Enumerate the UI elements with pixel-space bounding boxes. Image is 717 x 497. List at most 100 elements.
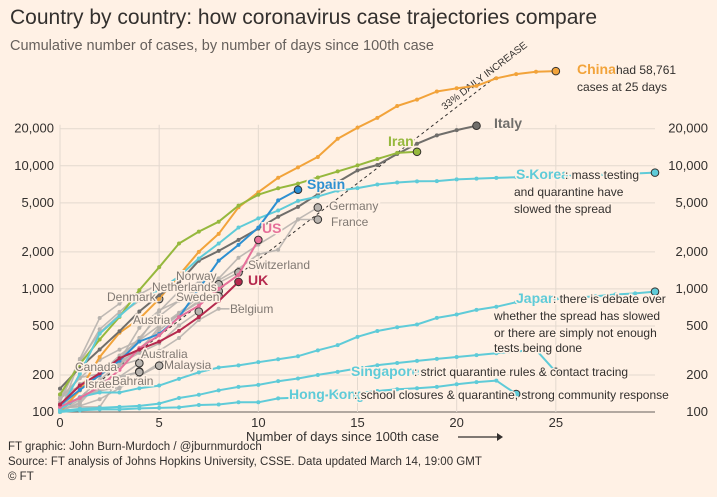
data-point-japan	[355, 334, 360, 339]
data-point-belgium	[216, 306, 221, 311]
data-point-hong-kong	[256, 400, 261, 405]
series-label-norway: Norway	[176, 269, 217, 283]
data-point-s-korea	[77, 371, 82, 376]
series-note-china: cases at 25 days	[577, 80, 667, 94]
data-point-s-korea	[534, 174, 538, 179]
series-note-japan: tests being done	[494, 341, 582, 355]
data-point-end-malaysia	[154, 361, 164, 370]
data-point-china	[355, 125, 360, 130]
series-note-hong-kong: : school closures & quarantine, strong c…	[354, 388, 669, 402]
data-point-japan	[494, 304, 499, 309]
data-point-france	[177, 289, 181, 294]
y-tick-label-left: 20,000	[14, 121, 54, 136]
x-tick-label: 5	[156, 415, 163, 430]
series-label-france: France	[331, 215, 369, 229]
data-point-unnamed	[117, 301, 122, 306]
data-point-singapore	[157, 401, 162, 406]
data-point-iran	[256, 192, 261, 197]
reference-line-label: 33% DAILY INCREASE	[440, 40, 530, 113]
data-point-hong-kong	[395, 387, 400, 392]
series-label-canada: Canada	[75, 360, 117, 374]
data-point-hong-kong	[216, 402, 221, 407]
data-point-end-germany	[313, 203, 323, 212]
data-point-japan	[117, 390, 122, 395]
data-point-singapore	[315, 372, 320, 377]
data-point-us	[216, 286, 221, 291]
data-point-hong-kong	[77, 408, 82, 413]
data-point-japan	[375, 328, 380, 333]
data-point-singapore	[355, 366, 360, 371]
data-point-china	[474, 83, 479, 88]
series-label-denmark: Denmark	[107, 290, 157, 304]
data-point-singapore	[375, 363, 380, 368]
data-point-italy	[97, 347, 102, 352]
chart-title: Country by country: how coronavirus case…	[10, 6, 598, 29]
data-point-end-singapore	[551, 367, 561, 377]
data-point-italy	[276, 214, 281, 219]
data-point-singapore	[177, 395, 181, 400]
data-point-uk	[77, 383, 82, 388]
data-point-unnamed	[117, 309, 122, 314]
data-point-end-france	[313, 215, 323, 224]
data-point-s-korea	[613, 172, 618, 177]
data-point-china	[97, 354, 102, 359]
data-point-end-china	[551, 66, 561, 76]
data-point-us	[236, 272, 241, 277]
data-point-italy	[335, 180, 340, 185]
data-point-austria	[117, 361, 122, 366]
data-point-japan	[534, 297, 538, 302]
data-point-unnamed	[97, 327, 102, 332]
data-point-china	[415, 97, 419, 102]
data-point-s-korea	[157, 288, 162, 293]
data-point-italy	[355, 168, 360, 173]
data-point-france	[216, 276, 221, 281]
data-point-italy	[415, 141, 419, 146]
data-point-china	[335, 136, 340, 141]
data-point-s-korea	[593, 173, 598, 178]
series-note-s-korea: slowed the spread	[514, 202, 611, 216]
series-note-japan: whether the spread has slowed	[493, 309, 660, 323]
y-tick-label-right: 100	[686, 404, 708, 419]
data-point-iran	[177, 241, 181, 246]
data-point-us	[97, 384, 102, 389]
data-point-end-spain	[293, 185, 303, 195]
footer-copyright: © FT	[8, 471, 34, 483]
series-label-australia: Australia	[141, 347, 188, 361]
data-point-iran	[395, 150, 400, 155]
y-tick-label-left: 2,000	[21, 244, 54, 259]
data-point-japan	[196, 370, 201, 375]
data-point-italy	[236, 237, 241, 242]
series-label-us: US	[262, 220, 281, 236]
data-point-hong-kong	[177, 405, 181, 410]
data-point-china	[494, 76, 499, 81]
data-point-hong-kong	[434, 384, 439, 389]
data-point-s-korea	[276, 208, 281, 213]
data-point-italy	[296, 204, 300, 209]
data-point-italy	[157, 293, 162, 298]
data-point-singapore	[434, 356, 439, 361]
data-point-singapore	[236, 384, 241, 389]
data-point-end-s-korea	[650, 168, 660, 177]
data-point-uk	[97, 371, 102, 376]
data-point-switzerland	[196, 294, 201, 299]
data-point-s-korea	[633, 171, 638, 176]
data-point-spain	[77, 387, 82, 392]
data-point-iran	[157, 265, 162, 270]
data-point-singapore	[256, 382, 261, 387]
data-point-s-korea	[355, 186, 360, 191]
data-point-iran	[137, 288, 142, 293]
series-label-s-korea: S Korea	[516, 166, 569, 182]
data-point-s-korea	[573, 173, 578, 178]
data-point-china	[514, 72, 519, 77]
data-point-china	[157, 296, 162, 301]
data-point-japan	[613, 292, 618, 297]
data-point-hong-kong	[117, 407, 122, 412]
y-tick-label-right: 500	[686, 318, 708, 333]
data-point-hong-kong	[276, 396, 281, 401]
data-point-s-korea	[553, 174, 558, 179]
data-point-spain	[256, 225, 261, 230]
series-line-china	[59, 70, 556, 413]
data-point-iran	[375, 156, 380, 161]
data-point-germany	[256, 252, 261, 257]
data-point-china	[216, 231, 221, 236]
